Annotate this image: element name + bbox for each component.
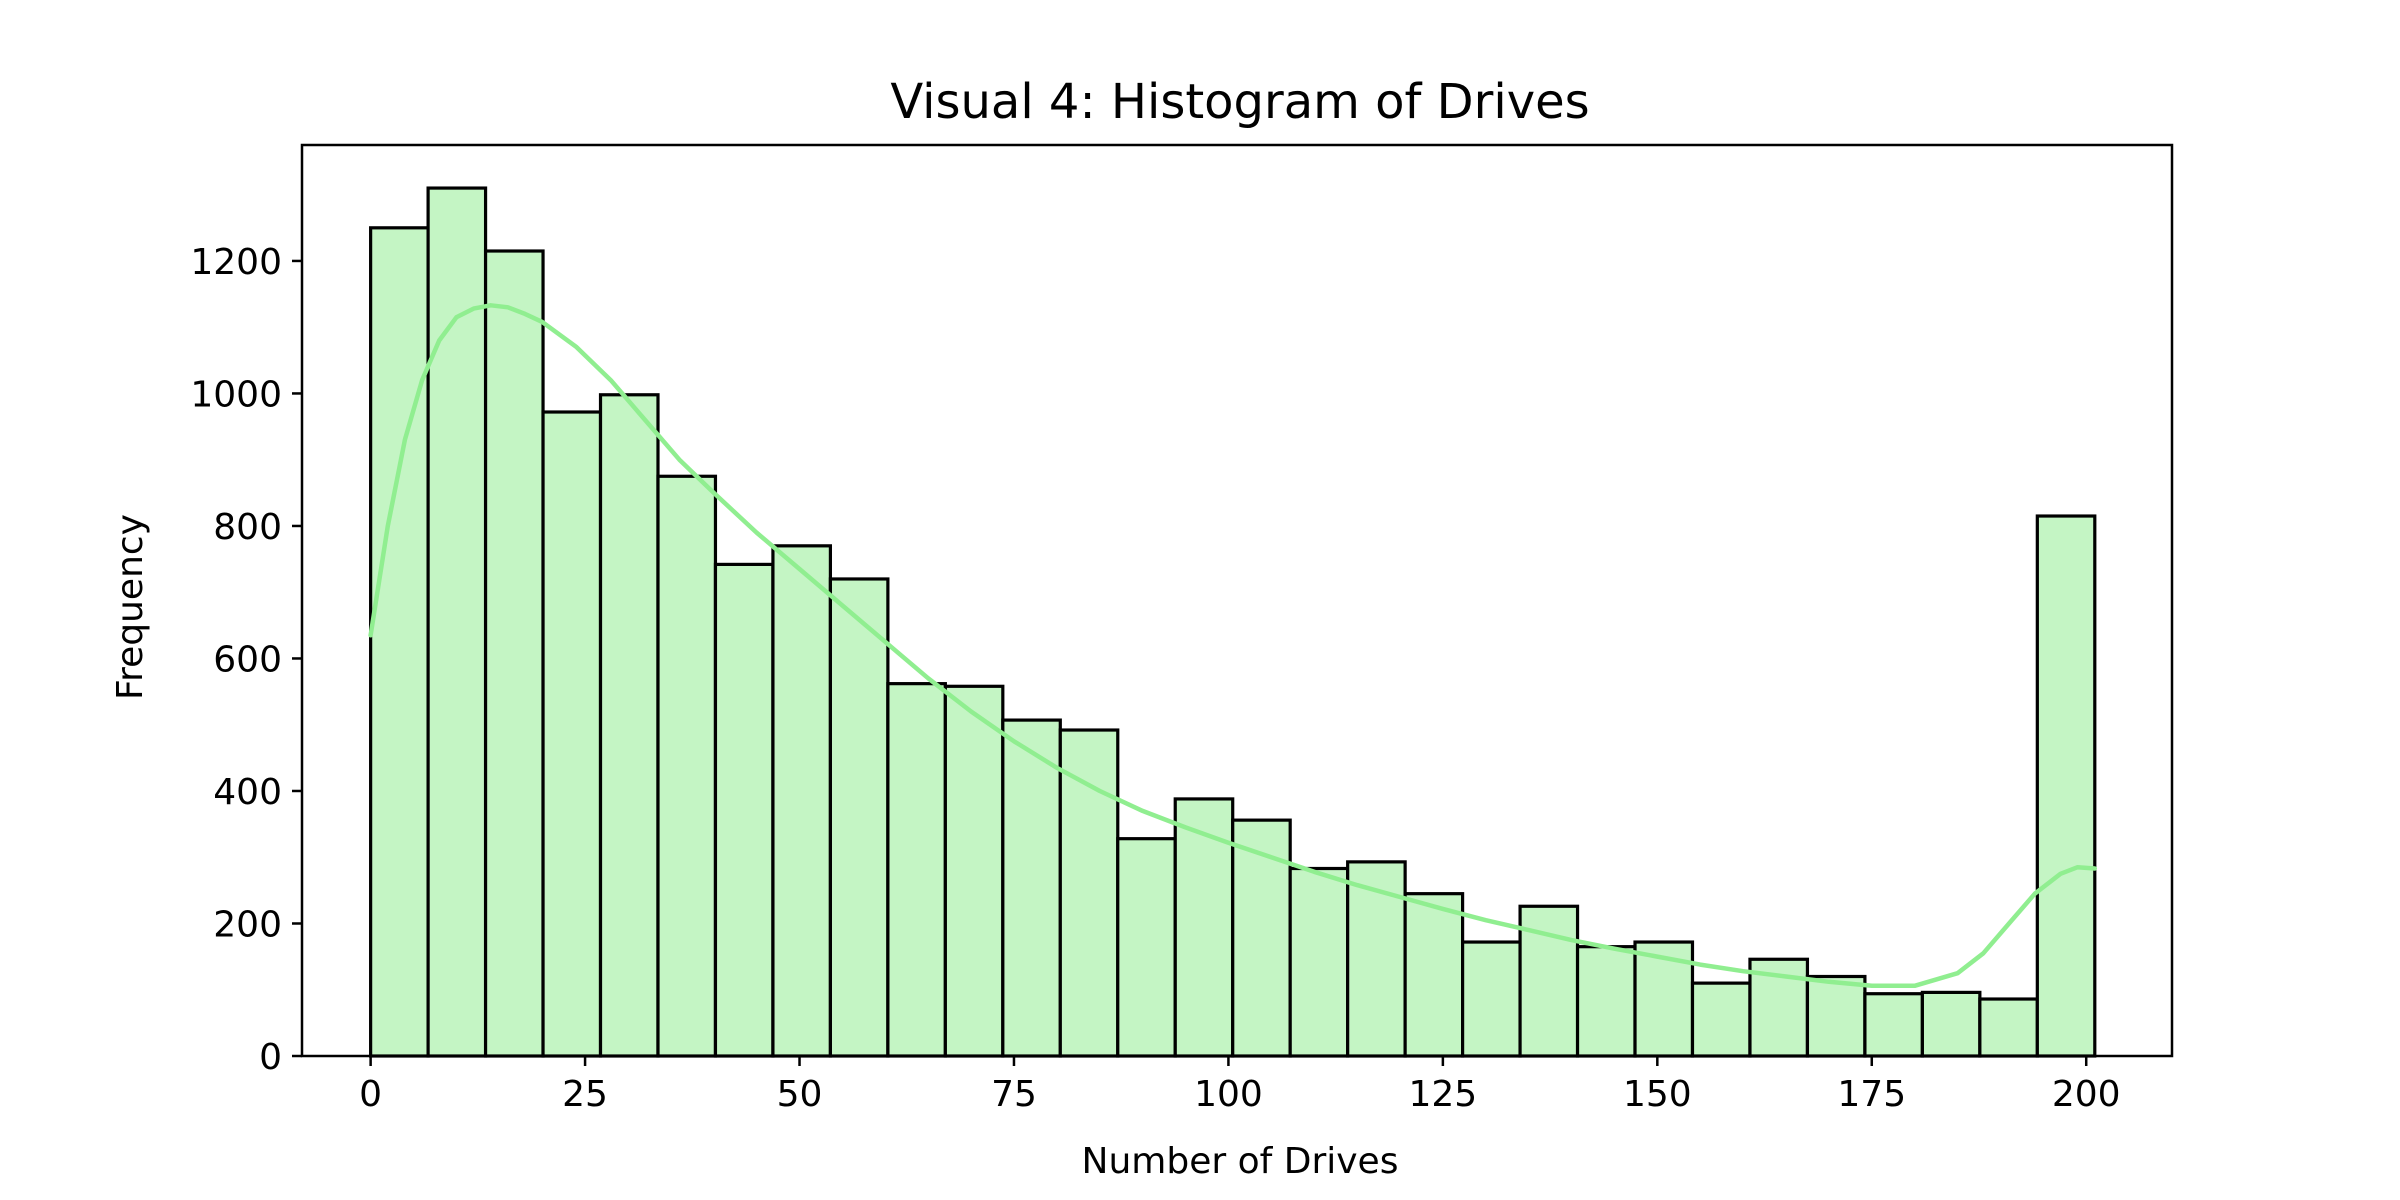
- histogram-bar: [369, 226, 430, 1058]
- histogram-bar: [943, 684, 1005, 1058]
- histogram-bar: [1403, 892, 1465, 1058]
- x-tick-label: 25: [562, 1074, 608, 1115]
- histogram-bar: [541, 410, 603, 1058]
- histogram-bar: [1575, 945, 1637, 1058]
- y-tick-label: 1000: [190, 374, 282, 415]
- histogram-bar: [1001, 718, 1062, 1058]
- histogram-bar: [1461, 940, 1522, 1058]
- x-axis: 0 25 50 75 100 125 150 175 200: [359, 1056, 2121, 1115]
- histogram-bar: [886, 682, 947, 1058]
- y-tick-label: 1200: [190, 242, 282, 283]
- histogram-bar: [771, 544, 833, 1058]
- histogram-bar: [1690, 981, 1752, 1058]
- x-tick-label: 150: [1623, 1074, 1692, 1115]
- histogram-bar: [1978, 997, 2039, 1058]
- y-tick-label: 600: [213, 639, 282, 680]
- histogram-bar: [713, 562, 775, 1058]
- kde-curve: [368, 303, 2098, 989]
- histogram-bar: [598, 393, 660, 1058]
- histogram-bar: [1920, 990, 1982, 1058]
- x-tick-label: 100: [1194, 1074, 1263, 1115]
- y-tick-label: 0: [259, 1037, 282, 1078]
- x-tick-label: 75: [991, 1074, 1037, 1115]
- x-tick-label: 125: [1409, 1074, 1478, 1115]
- histogram-bar: [1805, 974, 1867, 1058]
- x-axis-label: Number of Drives: [1082, 1141, 1399, 1182]
- plot-frame: [300, 143, 2174, 1058]
- histogram-bar: [656, 474, 718, 1058]
- chart-title: Visual 4: Histogram of Drives: [890, 74, 1589, 130]
- x-tick-label: 175: [1837, 1074, 1906, 1115]
- y-tick-label: 800: [213, 507, 282, 548]
- histogram-bar: [1173, 797, 1235, 1058]
- histogram-bar: [483, 249, 545, 1058]
- y-axis: 0 200 400 600 800 1000 1200: [190, 242, 302, 1078]
- y-axis-label: Frequency: [110, 514, 151, 700]
- bars: [369, 186, 2097, 1058]
- histogram-bar: [1863, 992, 1924, 1058]
- x-tick-label: 50: [777, 1074, 823, 1115]
- histogram-bar: [1288, 866, 1350, 1058]
- histogram-bar: [2035, 514, 2097, 1058]
- y-tick-label: 400: [213, 772, 282, 813]
- y-tick-label: 200: [213, 904, 282, 945]
- histogram-bar: [828, 577, 890, 1058]
- histogram-bar: [1058, 728, 1120, 1058]
- x-tick-label: 0: [359, 1074, 382, 1115]
- histogram-bar: [1116, 837, 1177, 1058]
- x-tick-label: 200: [2052, 1074, 2121, 1115]
- histogram-bar: [426, 186, 488, 1058]
